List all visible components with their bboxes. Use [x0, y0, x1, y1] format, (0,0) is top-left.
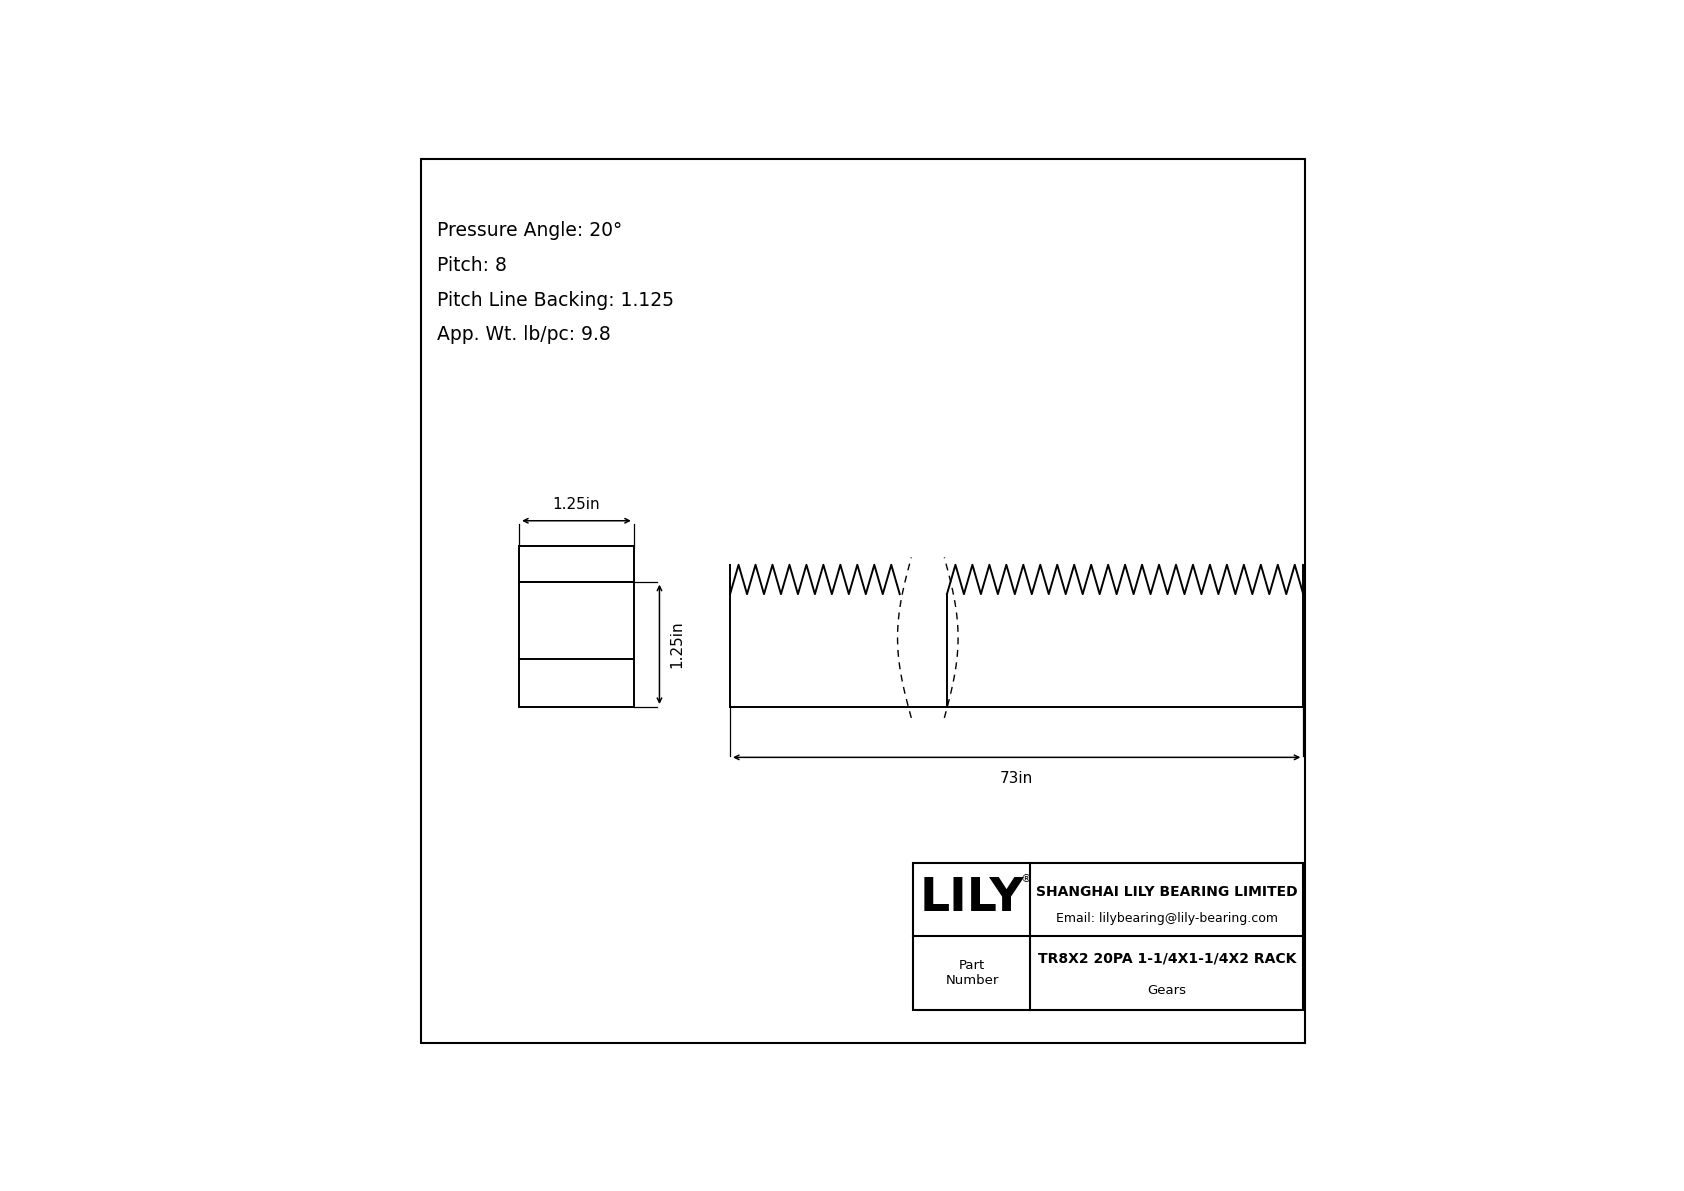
Text: SHANGHAI LILY BEARING LIMITED: SHANGHAI LILY BEARING LIMITED [1036, 885, 1298, 899]
Text: Pitch: 8: Pitch: 8 [436, 256, 507, 275]
Bar [519, 581, 633, 707]
Text: 1.25in: 1.25in [670, 621, 685, 668]
Text: Pitch Line Backing: 1.125: Pitch Line Backing: 1.125 [436, 291, 674, 310]
Text: Email: lilybearing@lily-bearing.com: Email: lilybearing@lily-bearing.com [1056, 912, 1278, 925]
Bar [913, 862, 1303, 1010]
Text: LILY: LILY [919, 875, 1024, 921]
Bar [519, 547, 633, 581]
Text: 1.25in: 1.25in [552, 497, 600, 512]
Text: Pressure Angle: 20°: Pressure Angle: 20° [436, 220, 621, 239]
Text: 73in: 73in [1000, 771, 1034, 786]
Text: Gears: Gears [1147, 984, 1186, 997]
Text: Part
Number: Part Number [945, 959, 999, 987]
Text: TR8X2 20PA 1-1/4X1-1/4X2 RACK: TR8X2 20PA 1-1/4X1-1/4X2 RACK [1037, 952, 1297, 965]
Text: ®: ® [1021, 874, 1031, 884]
Text: App. Wt. lb/pc: 9.8: App. Wt. lb/pc: 9.8 [436, 325, 610, 344]
